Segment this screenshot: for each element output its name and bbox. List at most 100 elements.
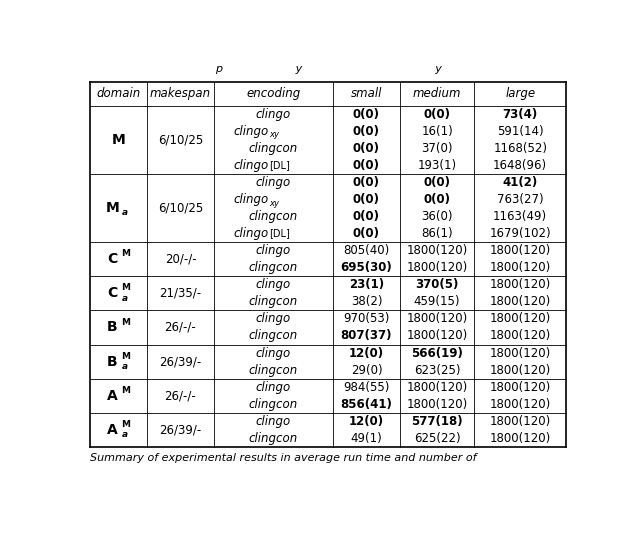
Text: clingo: clingo xyxy=(256,381,291,394)
Text: 1800(120): 1800(120) xyxy=(490,398,551,411)
Text: 26/-/-: 26/-/- xyxy=(164,389,196,402)
Text: 1800(120): 1800(120) xyxy=(490,381,551,394)
Text: 0(0): 0(0) xyxy=(424,176,451,189)
Text: 459(15): 459(15) xyxy=(414,295,460,308)
Text: 0(0): 0(0) xyxy=(424,193,451,206)
Text: 1800(120): 1800(120) xyxy=(406,261,468,274)
Text: 1800(120): 1800(120) xyxy=(490,244,551,257)
Text: 1800(120): 1800(120) xyxy=(490,313,551,325)
Text: 1800(120): 1800(120) xyxy=(490,346,551,360)
Text: 566(19): 566(19) xyxy=(411,346,463,360)
Text: 0(0): 0(0) xyxy=(353,176,380,189)
Text: 625(22): 625(22) xyxy=(414,432,460,445)
Text: 26/39/-: 26/39/- xyxy=(159,423,202,437)
Text: 970(53): 970(53) xyxy=(343,313,390,325)
Text: 49(1): 49(1) xyxy=(351,432,382,445)
Text: 1679(102): 1679(102) xyxy=(490,227,551,240)
Text: clingo: clingo xyxy=(256,244,291,257)
Text: clingo: clingo xyxy=(233,125,269,137)
Text: 856(41): 856(41) xyxy=(340,398,392,411)
Text: a: a xyxy=(122,294,127,303)
Text: 577(18): 577(18) xyxy=(412,415,463,428)
Text: clingo: clingo xyxy=(256,346,291,360)
Text: 1800(120): 1800(120) xyxy=(490,278,551,291)
Text: makespan: makespan xyxy=(150,87,211,100)
Text: 29(0): 29(0) xyxy=(351,364,382,376)
Text: 0(0): 0(0) xyxy=(353,193,380,206)
Text: 21/35/-: 21/35/- xyxy=(159,287,202,300)
Text: clingo: clingo xyxy=(256,176,291,189)
Text: clingo: clingo xyxy=(233,227,269,240)
Text: clingcon: clingcon xyxy=(249,295,298,308)
Text: xy: xy xyxy=(269,130,279,140)
Text: 0(0): 0(0) xyxy=(424,107,451,121)
Text: M: M xyxy=(106,201,120,215)
Text: 41(2): 41(2) xyxy=(502,176,538,189)
Text: Summary of experimental results in average run time and number of: Summary of experimental results in avera… xyxy=(90,453,476,463)
Text: clingo: clingo xyxy=(256,107,291,121)
Text: C: C xyxy=(108,286,118,300)
Text: 623(25): 623(25) xyxy=(414,364,460,376)
Text: 0(0): 0(0) xyxy=(353,227,380,240)
Text: a: a xyxy=(122,208,127,217)
Text: 0(0): 0(0) xyxy=(353,159,380,172)
Text: domain: domain xyxy=(96,87,141,100)
Text: M: M xyxy=(122,420,131,429)
Text: 370(5): 370(5) xyxy=(415,278,459,291)
Text: M: M xyxy=(111,133,125,147)
Text: clingcon: clingcon xyxy=(249,330,298,343)
Text: 20/-/-: 20/-/- xyxy=(164,253,196,266)
Text: M: M xyxy=(122,386,131,395)
Text: 1800(120): 1800(120) xyxy=(406,398,468,411)
Text: 807(37): 807(37) xyxy=(340,330,392,343)
Text: large: large xyxy=(505,87,535,100)
Text: B: B xyxy=(107,354,118,368)
Text: 37(0): 37(0) xyxy=(421,142,453,155)
Text: 0(0): 0(0) xyxy=(353,107,380,121)
Text: 695(30): 695(30) xyxy=(340,261,392,274)
Text: 86(1): 86(1) xyxy=(421,227,453,240)
Text: [DL]: [DL] xyxy=(269,229,290,238)
Text: 1800(120): 1800(120) xyxy=(406,313,468,325)
Text: A: A xyxy=(107,423,118,437)
Text: encoding: encoding xyxy=(246,87,301,100)
Text: 1800(120): 1800(120) xyxy=(406,244,468,257)
Text: 193(1): 193(1) xyxy=(417,159,457,172)
Text: M: M xyxy=(122,352,131,361)
Text: 1648(96): 1648(96) xyxy=(493,159,547,172)
Text: 0(0): 0(0) xyxy=(353,125,380,137)
Text: 1800(120): 1800(120) xyxy=(490,261,551,274)
Text: clingcon: clingcon xyxy=(249,432,298,445)
Text: clingo: clingo xyxy=(233,193,269,206)
Text: clingcon: clingcon xyxy=(249,364,298,376)
Text: medium: medium xyxy=(413,87,461,100)
Text: 23(1): 23(1) xyxy=(349,278,384,291)
Text: 0(0): 0(0) xyxy=(353,142,380,155)
Text: 26/-/-: 26/-/- xyxy=(164,321,196,334)
Text: 1800(120): 1800(120) xyxy=(490,432,551,445)
Text: 16(1): 16(1) xyxy=(421,125,453,137)
Text: 12(0): 12(0) xyxy=(349,415,384,428)
Text: 6/10/25: 6/10/25 xyxy=(158,133,203,146)
Text: 73(4): 73(4) xyxy=(502,107,538,121)
Text: M: M xyxy=(122,317,131,326)
Text: 1800(120): 1800(120) xyxy=(406,330,468,343)
Text: clingcon: clingcon xyxy=(249,261,298,274)
Text: 591(14): 591(14) xyxy=(497,125,543,137)
Text: C: C xyxy=(108,252,118,266)
Text: clingo: clingo xyxy=(233,159,269,172)
Text: clingo: clingo xyxy=(256,415,291,428)
Text: 805(40): 805(40) xyxy=(343,244,390,257)
Text: 36(0): 36(0) xyxy=(421,210,453,223)
Text: clingo: clingo xyxy=(256,278,291,291)
Text: small: small xyxy=(351,87,382,100)
Text: 763(27): 763(27) xyxy=(497,193,543,206)
Text: clingo: clingo xyxy=(256,313,291,325)
Text: 1800(120): 1800(120) xyxy=(490,415,551,428)
Text: clingcon: clingcon xyxy=(249,210,298,223)
Text: A: A xyxy=(107,389,118,403)
Text: 26/39/-: 26/39/- xyxy=(159,355,202,368)
Text: M: M xyxy=(122,249,131,258)
Text: 6/10/25: 6/10/25 xyxy=(158,201,203,214)
Text: p                     y                                      y: p y y xyxy=(214,63,442,74)
